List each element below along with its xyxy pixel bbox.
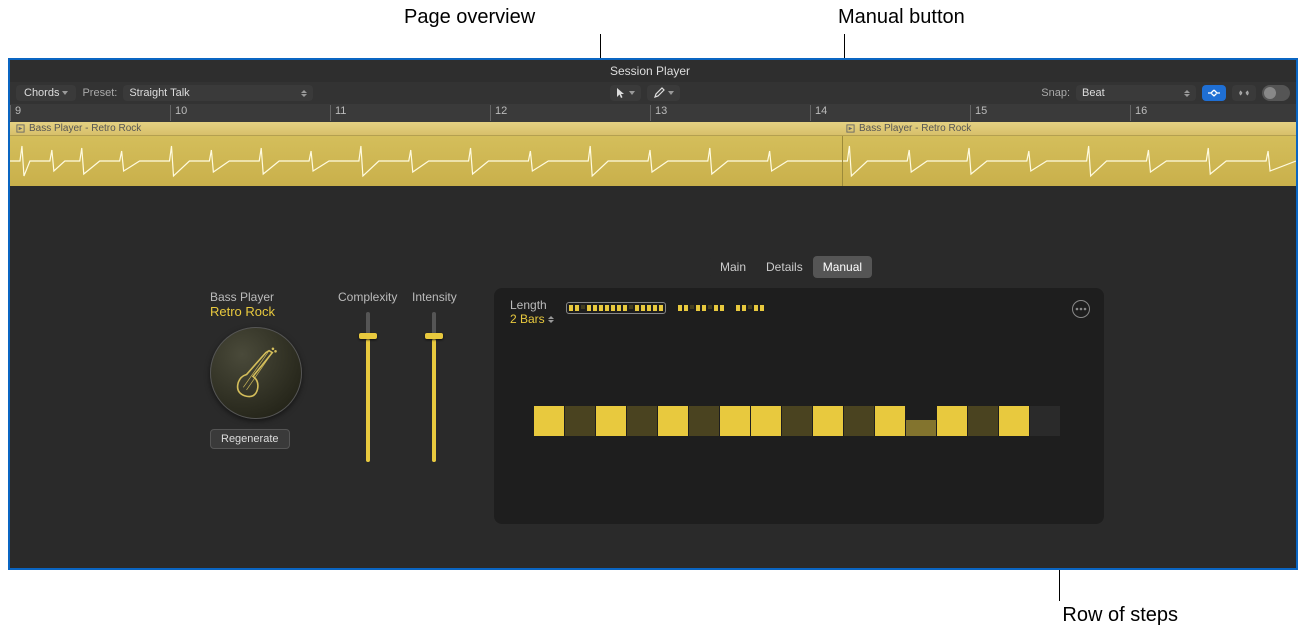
player-avatar[interactable]	[210, 327, 302, 419]
ruler-tick: 15	[970, 105, 987, 121]
header-title: Session Player	[610, 64, 690, 78]
step-cell[interactable]	[751, 406, 781, 436]
player-type-label: Bass Player	[210, 290, 320, 304]
callout-row-of-steps: Row of steps	[1062, 604, 1178, 627]
player-section: Bass Player Retro Rock Regenerate Comple…	[210, 290, 480, 449]
chords-button[interactable]: Chords	[16, 85, 76, 101]
region-divider	[842, 136, 843, 186]
ruler-tick: 9	[10, 105, 21, 121]
player-style-label: Retro Rock	[210, 304, 320, 319]
slider-thumb[interactable]	[425, 333, 443, 339]
step-cell[interactable]	[565, 406, 595, 436]
step-cell[interactable]	[658, 406, 688, 436]
step-cell[interactable]	[968, 406, 998, 436]
updown-icon	[301, 90, 307, 97]
complexity-label: Complexity	[338, 290, 397, 304]
region-loop-icon	[16, 124, 25, 133]
chevron-down-icon	[668, 91, 674, 95]
slider-fill	[432, 339, 436, 462]
snap-label: Snap:	[1041, 87, 1070, 99]
slider-fill	[366, 339, 370, 462]
step-cell[interactable]	[689, 406, 719, 436]
ruler-tick: 14	[810, 105, 827, 121]
intensity-label: Intensity	[412, 290, 457, 304]
ruler-tick: 13	[650, 105, 667, 121]
timeline-ruler[interactable]: 9 10 11 12 13 14 15 16	[10, 104, 1296, 122]
step-row	[534, 406, 1061, 436]
pencil-tool[interactable]	[647, 85, 680, 101]
complexity-slider[interactable]	[366, 312, 370, 462]
length-select[interactable]: 2 Bars	[510, 312, 554, 326]
page-overview-group[interactable]	[736, 305, 764, 311]
step-cell[interactable]	[534, 406, 564, 436]
link-button[interactable]	[1232, 85, 1256, 101]
length-label: Length	[510, 298, 554, 312]
window-header: Session Player	[10, 60, 1296, 82]
regenerate-button[interactable]: Regenerate	[210, 429, 290, 449]
pointer-tool[interactable]	[610, 85, 641, 101]
updown-icon	[548, 316, 554, 323]
callout-page-overview: Page overview	[404, 6, 535, 29]
tab-bar: Main Details Manual	[710, 256, 872, 278]
track-lane[interactable]: Bass Player - Retro Rock Bass Player - R…	[10, 122, 1296, 186]
page-overview[interactable]	[566, 302, 764, 314]
updown-icon	[1184, 90, 1190, 97]
toolbar: Chords Preset: Straight Talk Snap: Beat	[10, 82, 1296, 104]
region-waveform[interactable]	[10, 136, 1296, 186]
step-cell[interactable]	[906, 420, 936, 436]
chevron-down-icon	[629, 91, 635, 95]
step-cell[interactable]	[999, 406, 1029, 436]
editor-area: Main Details Manual Bass Player Retro Ro…	[10, 190, 1296, 568]
step-cell[interactable]	[875, 406, 905, 436]
step-cell[interactable]	[782, 406, 812, 436]
ruler-tick: 16	[1130, 105, 1147, 121]
tab-details[interactable]: Details	[756, 256, 813, 278]
toggle-switch[interactable]	[1262, 85, 1290, 101]
step-cell[interactable]	[627, 406, 657, 436]
region-header: Bass Player - Retro Rock Bass Player - R…	[10, 122, 1296, 136]
page-overview-group[interactable]	[678, 305, 724, 311]
slider-thumb[interactable]	[359, 333, 377, 339]
step-cell[interactable]	[596, 406, 626, 436]
tab-main[interactable]: Main	[710, 256, 756, 278]
ruler-tick: 11	[330, 105, 346, 121]
snap-select[interactable]: Beat	[1076, 85, 1196, 101]
preset-select[interactable]: Straight Talk	[123, 85, 313, 101]
region-loop-icon	[846, 124, 855, 133]
app-window: Session Player Chords Preset: Straight T…	[8, 58, 1298, 570]
chevron-down-icon	[62, 91, 68, 95]
step-cell[interactable]	[813, 406, 843, 436]
step-cell[interactable]	[720, 406, 750, 436]
callout-manual-button: Manual button	[838, 6, 965, 29]
preset-label: Preset:	[82, 87, 117, 99]
intensity-slider[interactable]	[432, 312, 436, 462]
step-cell[interactable]	[844, 406, 874, 436]
ruler-tick: 12	[490, 105, 507, 121]
snap-mode-button[interactable]	[1202, 85, 1226, 101]
tab-manual[interactable]: Manual	[813, 256, 872, 278]
more-options-button[interactable]	[1072, 300, 1090, 318]
manual-panel: Length 2 Bars	[494, 288, 1104, 524]
ruler-tick: 10	[170, 105, 187, 121]
step-cell[interactable]	[1030, 406, 1060, 436]
bass-guitar-icon	[224, 341, 288, 405]
step-cell[interactable]	[937, 406, 967, 436]
page-overview-group[interactable]	[566, 302, 666, 314]
